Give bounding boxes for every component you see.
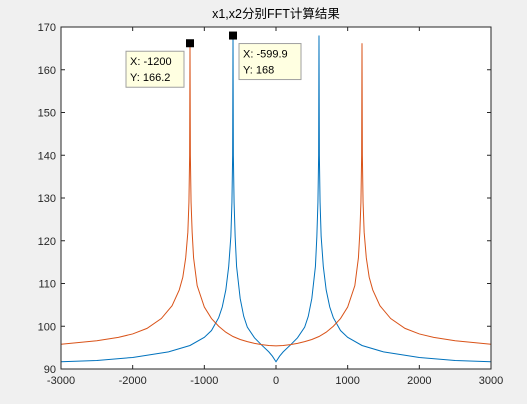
series-layer — [60, 35, 492, 363]
y-tick-label: 100 — [38, 321, 56, 333]
datatip-y-text: Y: 168 — [243, 65, 274, 77]
datatip-x-text: X: -599.9 — [243, 49, 288, 61]
series-line-1 — [60, 35, 492, 363]
x-tick-label: 1000 — [335, 375, 359, 387]
datatip-y-text: Y: 166.2 — [130, 72, 170, 84]
datatip-2[interactable]: X: -599.9 Y: 168 — [229, 31, 302, 81]
datatip-marker[interactable] — [229, 31, 238, 40]
datatip-marker[interactable] — [186, 39, 194, 48]
y-tick-label: 110 — [38, 279, 56, 291]
y-tick-label: 150 — [38, 108, 56, 120]
y-tick-label: 90 — [44, 364, 56, 376]
ticks-layer: -3000 -2000 -1000 0 1000 2000 3000 90 100 110 120 1… — [38, 22, 504, 387]
x-tick-label: -1000 — [190, 375, 218, 387]
datatip-box — [125, 50, 185, 88]
datatip-x-text: X: -1200 — [130, 56, 172, 68]
x-tick-label: -2000 — [119, 375, 147, 387]
x-tick-label: -3000 — [47, 375, 75, 387]
y-tick-label: 170 — [38, 22, 56, 34]
x-tick-label: 3000 — [479, 375, 503, 387]
datatip-1[interactable]: X: -1200 Y: 166.2 — [125, 39, 194, 88]
datatip-box — [238, 43, 302, 81]
datatips-layer: X: -1200 Y: 166.2 X: -599.9 Y: 168 — [125, 31, 302, 88]
y-tick-label: 120 — [38, 236, 56, 248]
x-tick-label: 2000 — [407, 375, 431, 387]
series-line-2 — [60, 43, 492, 347]
y-tick-label: 130 — [38, 193, 56, 205]
x-tick-label: 0 — [273, 375, 279, 387]
y-tick-label: 140 — [38, 150, 56, 162]
chart-title: x1,x2分别FFT计算结果 — [212, 6, 340, 21]
y-tick-label: 160 — [38, 65, 56, 77]
